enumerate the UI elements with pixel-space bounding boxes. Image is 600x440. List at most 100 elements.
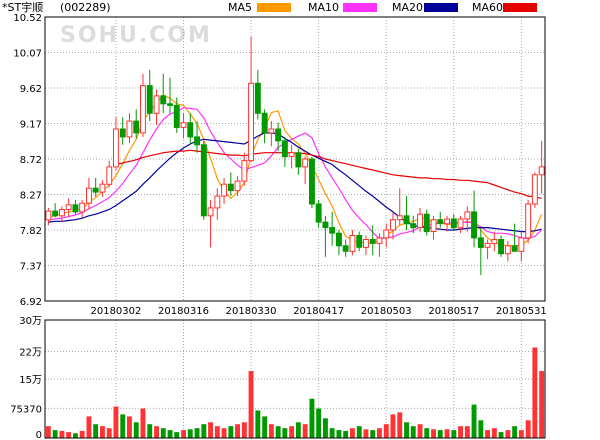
candle-body xyxy=(363,239,369,248)
candle-body xyxy=(504,245,511,255)
candle xyxy=(234,176,241,197)
volume-bar xyxy=(289,426,295,438)
volume-bar xyxy=(86,416,92,438)
candle xyxy=(288,144,295,169)
candle xyxy=(119,117,126,145)
candle-body xyxy=(450,218,457,229)
volume-bar xyxy=(518,430,524,438)
candle xyxy=(329,211,336,246)
candle-body xyxy=(410,223,417,229)
candle-body xyxy=(390,219,396,231)
volume-bar xyxy=(512,426,518,438)
volume-y-tick-label: 15万 xyxy=(19,375,42,386)
candle xyxy=(180,113,187,139)
legend-swatch-ma10 xyxy=(343,3,377,12)
candle xyxy=(369,225,376,256)
candle xyxy=(99,180,106,197)
volume-bar xyxy=(525,420,531,438)
candle xyxy=(376,233,383,257)
candle-body xyxy=(52,210,59,217)
candle xyxy=(248,36,255,163)
candle-body xyxy=(268,128,275,134)
candle xyxy=(356,231,363,252)
candle-body xyxy=(106,166,113,185)
candle xyxy=(79,200,86,218)
candle-body xyxy=(281,140,288,158)
candle xyxy=(457,215,464,234)
volume-bar xyxy=(174,432,180,438)
candlestick-series xyxy=(45,36,545,275)
volume-bar xyxy=(241,422,247,438)
candle-body xyxy=(336,232,342,247)
volume-bar xyxy=(498,432,504,438)
candle-body xyxy=(221,183,228,197)
price-y-axis: 10.52 10.07 9.62 9.17 8.72 8.27 7.82 7.37 6.92 xyxy=(13,13,42,308)
volume-bar xyxy=(167,430,173,438)
volume-bar xyxy=(451,430,457,438)
price-y-tick-label: 8.72 xyxy=(20,155,42,166)
price-y-tick-label: 10.52 xyxy=(13,13,42,24)
volume-bar xyxy=(491,428,497,438)
volume-bar xyxy=(45,426,51,438)
candle xyxy=(160,73,167,114)
candle-body xyxy=(309,158,315,205)
candle xyxy=(65,198,72,218)
volume-bar xyxy=(66,432,72,438)
volume-bar xyxy=(160,428,166,438)
candle-body xyxy=(322,221,329,229)
volume-bar xyxy=(377,428,382,438)
candle xyxy=(390,211,396,240)
volume-bar xyxy=(235,424,240,438)
price-y-tick-label: 9.17 xyxy=(20,120,42,131)
candle-body xyxy=(471,211,478,239)
volume-bar xyxy=(437,430,443,438)
volume-bar xyxy=(93,424,99,438)
candle xyxy=(281,136,288,167)
volume-bar xyxy=(478,420,484,438)
candle-body xyxy=(160,95,167,105)
volume-bar xyxy=(410,426,416,438)
price-y-tick-label: 6.92 xyxy=(20,297,42,308)
date-tick-label: 20180330 xyxy=(226,306,277,317)
candle-body xyxy=(86,187,92,204)
candle xyxy=(309,156,315,208)
volume-bar xyxy=(329,428,335,438)
candle-body xyxy=(356,235,363,248)
candle xyxy=(146,69,153,122)
candle xyxy=(200,140,207,220)
volume-bar xyxy=(154,426,159,438)
watermark-text: SOHU.COM xyxy=(60,23,212,48)
price-y-tick-label: 7.82 xyxy=(20,226,42,237)
legend-label-ma60: MA60 xyxy=(472,1,503,14)
volume-grid xyxy=(45,319,545,439)
candle xyxy=(302,156,309,185)
candle xyxy=(207,200,214,248)
candle xyxy=(315,200,322,228)
candle-body xyxy=(167,103,174,106)
candle xyxy=(437,211,444,228)
candle-body xyxy=(518,237,525,252)
volume-bar xyxy=(228,426,234,438)
candle xyxy=(59,206,65,223)
candle xyxy=(531,172,538,208)
candle-body xyxy=(72,204,79,213)
candle-body xyxy=(92,187,99,193)
candle-body xyxy=(113,128,119,168)
candle xyxy=(187,113,194,144)
volume-y-tick-label: 30万 xyxy=(19,316,42,327)
candle-body xyxy=(396,215,403,221)
candle-body xyxy=(403,215,410,225)
volume-bar xyxy=(383,424,389,438)
volume-bar xyxy=(255,410,261,438)
candle xyxy=(140,73,146,137)
volume-bar xyxy=(363,429,369,438)
volume-bar xyxy=(127,416,132,438)
ma60-line xyxy=(115,149,542,199)
volume-y-axis: 30万 22万 15万 75370 0 xyxy=(10,316,42,440)
candle xyxy=(153,89,160,126)
volume-bar xyxy=(464,426,470,438)
candle-body xyxy=(295,152,302,168)
volume-bar xyxy=(201,424,207,438)
price-y-tick-label: 8.27 xyxy=(20,191,42,202)
